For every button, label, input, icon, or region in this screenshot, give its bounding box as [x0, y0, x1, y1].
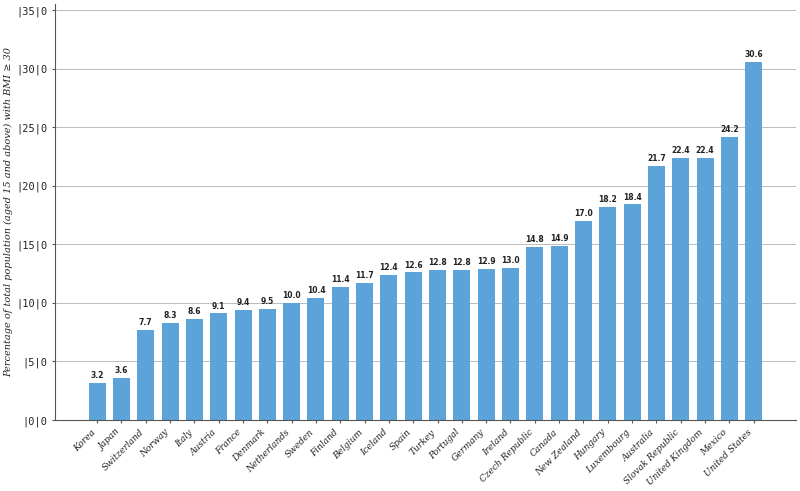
Y-axis label: Percentage of total population (aged 15 and above) with BMI ≥ 30: Percentage of total population (aged 15 …: [4, 47, 14, 377]
Bar: [550, 246, 568, 420]
Text: 11.4: 11.4: [331, 274, 350, 284]
Bar: [405, 273, 422, 420]
Text: 13.0: 13.0: [501, 256, 520, 265]
Text: 18.2: 18.2: [598, 195, 617, 204]
Bar: [526, 246, 543, 420]
Bar: [454, 270, 470, 420]
Bar: [648, 166, 665, 420]
Bar: [186, 319, 203, 420]
Text: 14.9: 14.9: [550, 234, 569, 243]
Bar: [162, 323, 178, 420]
Bar: [721, 136, 738, 420]
Text: 12.8: 12.8: [453, 258, 471, 267]
Bar: [356, 283, 373, 420]
Text: 17.0: 17.0: [574, 209, 593, 218]
Bar: [599, 207, 616, 420]
Bar: [210, 313, 227, 420]
Bar: [283, 303, 300, 420]
Text: 14.8: 14.8: [526, 235, 544, 244]
Text: 21.7: 21.7: [647, 154, 666, 163]
Text: 3.6: 3.6: [114, 366, 128, 375]
Bar: [138, 330, 154, 420]
Text: 11.7: 11.7: [355, 271, 374, 280]
Bar: [89, 382, 106, 420]
Bar: [113, 378, 130, 420]
Text: 12.9: 12.9: [477, 257, 495, 266]
Text: 12.4: 12.4: [380, 263, 398, 272]
Bar: [745, 61, 762, 420]
Text: 10.0: 10.0: [282, 291, 301, 300]
Bar: [381, 275, 398, 420]
Bar: [332, 287, 349, 420]
Text: 10.4: 10.4: [306, 286, 326, 295]
Text: 7.7: 7.7: [139, 318, 153, 327]
Bar: [234, 310, 251, 420]
Text: 18.4: 18.4: [622, 192, 642, 202]
Text: 22.4: 22.4: [696, 146, 714, 155]
Text: 9.5: 9.5: [261, 297, 274, 306]
Bar: [575, 221, 592, 420]
Text: 24.2: 24.2: [720, 125, 738, 134]
Bar: [259, 309, 276, 420]
Text: 8.6: 8.6: [188, 307, 201, 316]
Text: 9.1: 9.1: [212, 301, 226, 310]
Bar: [623, 204, 641, 420]
Text: 8.3: 8.3: [163, 311, 177, 320]
Text: 9.4: 9.4: [236, 298, 250, 307]
Bar: [429, 270, 446, 420]
Text: 30.6: 30.6: [744, 50, 763, 58]
Bar: [672, 158, 690, 420]
Text: 12.6: 12.6: [404, 261, 422, 270]
Bar: [502, 268, 519, 420]
Text: 3.2: 3.2: [90, 371, 104, 380]
Bar: [307, 298, 325, 420]
Bar: [478, 269, 494, 420]
Bar: [697, 158, 714, 420]
Text: 22.4: 22.4: [671, 146, 690, 155]
Text: 12.8: 12.8: [428, 258, 447, 267]
